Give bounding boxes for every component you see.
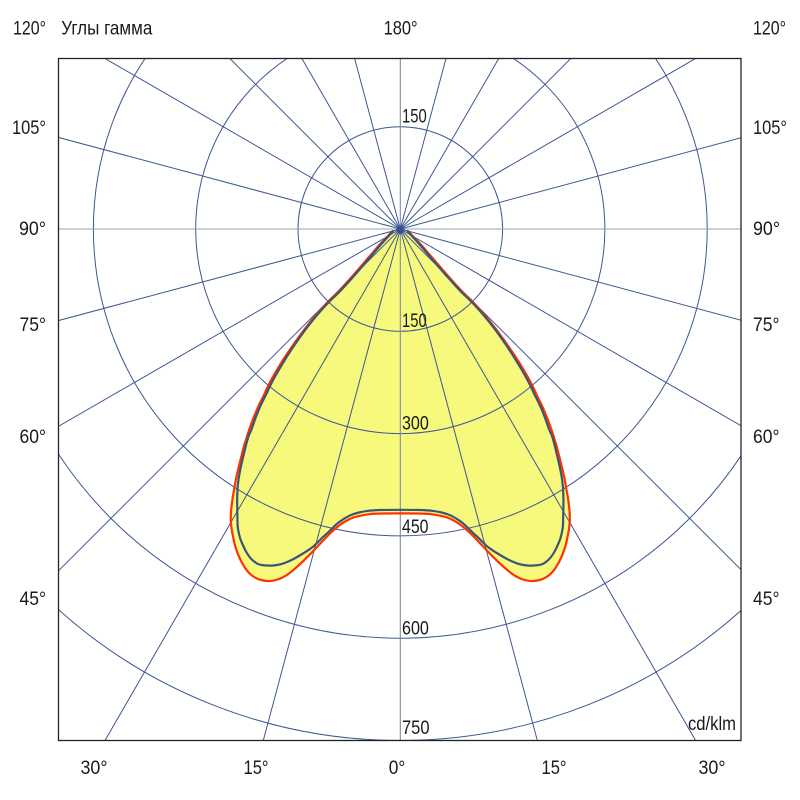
svg-text:300: 300: [402, 414, 429, 435]
svg-text:450: 450: [402, 517, 429, 538]
svg-text:75°: 75°: [20, 315, 47, 336]
svg-text:45°: 45°: [20, 589, 47, 610]
svg-text:30°: 30°: [699, 758, 726, 779]
svg-text:120°: 120°: [13, 19, 46, 40]
svg-text:105°: 105°: [753, 118, 787, 139]
svg-text:15°: 15°: [244, 758, 269, 779]
svg-text:45°: 45°: [753, 589, 780, 610]
svg-text:cd/klm: cd/klm: [688, 714, 736, 735]
svg-text:120°: 120°: [753, 19, 786, 40]
svg-text:15°: 15°: [542, 758, 567, 779]
svg-text:150: 150: [402, 107, 427, 128]
svg-text:180°: 180°: [384, 19, 418, 40]
svg-text:150: 150: [402, 311, 427, 332]
svg-text:750: 750: [402, 718, 430, 739]
svg-text:30°: 30°: [81, 758, 108, 779]
svg-text:75°: 75°: [753, 315, 780, 336]
svg-text:0°: 0°: [389, 758, 406, 779]
svg-text:90°: 90°: [19, 219, 46, 240]
svg-text:Углы гамма: Углы гамма: [61, 19, 152, 40]
svg-text:90°: 90°: [753, 219, 780, 240]
svg-text:60°: 60°: [20, 427, 47, 448]
svg-text:60°: 60°: [753, 427, 780, 448]
svg-text:105°: 105°: [12, 118, 46, 139]
svg-text:600: 600: [402, 618, 429, 639]
